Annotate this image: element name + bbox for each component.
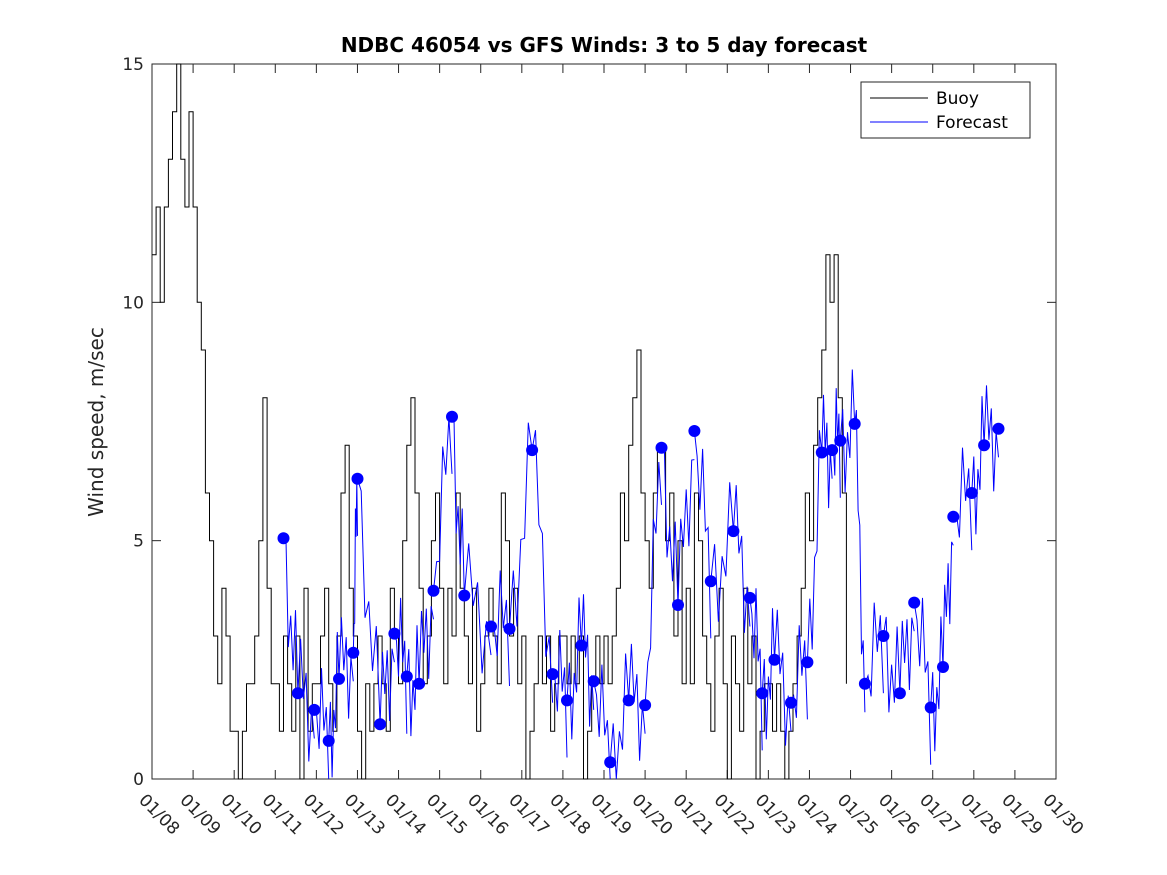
forecast-marker	[587, 675, 600, 688]
forecast-marker	[639, 699, 652, 712]
forecast-marker	[965, 487, 978, 499]
forecast-marker	[947, 510, 960, 523]
forecast-marker	[526, 444, 539, 457]
forecast-marker	[458, 589, 471, 602]
forecast-series-segment	[357, 478, 381, 725]
forecast-series-segment	[774, 609, 792, 746]
forecast-series-segment	[942, 541, 954, 668]
forecast-series-segment	[328, 631, 340, 778]
forecast-series-segment	[379, 648, 395, 725]
forecast-marker	[978, 439, 991, 452]
forecast-marker	[727, 525, 740, 538]
y-tick-label: 0	[133, 770, 144, 790]
forecast-series-segment	[854, 409, 866, 713]
forecast-marker	[756, 687, 769, 700]
forecast-series-segment	[899, 617, 915, 694]
forecast-marker	[388, 627, 401, 640]
forecast-series-segment	[677, 459, 695, 606]
forecast-series-segment	[882, 616, 901, 713]
forecast-marker	[546, 668, 559, 681]
forecast-marker	[308, 703, 321, 716]
forecast-markers	[277, 410, 1005, 769]
forecast-marker	[413, 677, 426, 690]
forecast-marker	[277, 532, 290, 545]
forecast-marker	[347, 646, 360, 659]
forecast-series-segment	[406, 625, 420, 737]
forecast-marker	[503, 622, 516, 635]
forecast-series-segment	[531, 430, 554, 703]
forecast-marker	[427, 584, 440, 597]
forecast-marker	[877, 630, 890, 642]
forecast-series-segment	[609, 653, 630, 780]
forecast-marker	[561, 694, 573, 707]
forecast-series-segment	[761, 608, 775, 740]
forecast-series-segment	[971, 396, 985, 535]
y-axis-label: Wind speed, m/sec	[84, 327, 108, 517]
forecast-marker	[937, 661, 949, 673]
forecast-marker	[826, 444, 839, 457]
forecast-marker	[655, 441, 668, 454]
y-tick-label: 5	[133, 532, 144, 552]
forecast-series-segment	[580, 594, 595, 727]
forecast-series-segment	[913, 597, 932, 765]
forecast-marker	[908, 596, 921, 609]
forecast-series-segment	[418, 606, 434, 684]
forecast-series-segment	[806, 430, 823, 663]
forecast-marker	[834, 434, 847, 447]
forecast-series-segment	[644, 461, 662, 706]
forecast-marker	[704, 575, 717, 588]
forecast-marker	[485, 620, 497, 633]
forecast-marker	[672, 599, 684, 611]
forecast-marker	[374, 718, 387, 731]
forecast-series-group	[283, 369, 999, 780]
forecast-series-segment	[839, 369, 856, 493]
y-tick-label: 15	[122, 55, 144, 75]
legend-forecast-label: Forecast	[936, 113, 1008, 133]
y-axis-ticks: 0 5 10 15	[122, 55, 1056, 790]
legend-box	[860, 81, 1031, 139]
forecast-marker	[604, 756, 617, 769]
forecast-marker	[688, 425, 701, 437]
forecast-series-segment	[749, 588, 763, 751]
forecast-marker	[924, 701, 937, 714]
legend-buoy-label: Buoy	[936, 89, 979, 109]
forecast-marker	[400, 670, 413, 683]
forecast-marker	[815, 446, 828, 459]
forecast-marker	[622, 694, 635, 707]
forecast-marker	[801, 656, 814, 669]
forecast-series-segment	[593, 664, 611, 780]
forecast-marker	[575, 639, 588, 652]
forecast-series-segment	[930, 616, 944, 752]
chart-title: NDBC 46054 vs GFS Winds: 3 to 5 day fore…	[341, 33, 868, 57]
forecast-marker	[785, 696, 797, 709]
forecast-marker	[351, 472, 364, 485]
forecast-marker	[446, 410, 458, 423]
forecast-marker	[992, 422, 1005, 435]
forecast-marker	[848, 417, 861, 430]
forecast-marker	[743, 591, 756, 604]
forecast-marker	[291, 687, 304, 700]
forecast-marker	[322, 734, 335, 747]
forecast-marker	[858, 677, 871, 690]
forecast-series-segment	[710, 482, 734, 622]
y-tick-label: 10	[122, 293, 144, 313]
forecast-series-segment	[463, 543, 492, 674]
forecast-marker	[893, 687, 906, 700]
legend: Buoy Forecast	[860, 81, 1031, 139]
forecast-marker	[768, 653, 781, 666]
forecast-series-segment	[393, 597, 408, 734]
forecast-series-segment	[732, 485, 751, 633]
forecast-series-segment	[566, 597, 582, 740]
forecast-series-segment	[790, 625, 808, 720]
forecast-series-segment	[693, 430, 712, 639]
forecast-series-segment	[864, 602, 884, 697]
forecast-series-segment	[509, 422, 533, 629]
forecast-marker	[333, 672, 345, 685]
